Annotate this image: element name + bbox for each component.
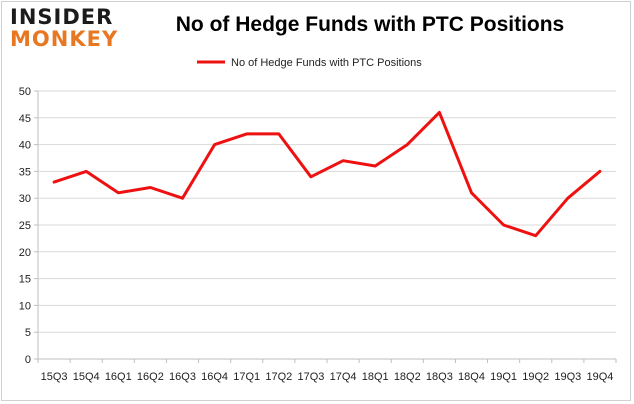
series-line-0	[52, 110, 602, 238]
series-layer	[52, 110, 602, 238]
gridlines	[38, 90, 616, 333]
data-point-18q2	[406, 143, 409, 146]
logo-line-insider: INSIDER	[10, 5, 114, 29]
x-axis-ticks: 15Q3 15Q4 16Q1 16Q2 16Q3 16Q4 17Q1 17Q2 17Q3 17Q4…	[37, 359, 617, 383]
y-tick-label-50: 50	[19, 86, 31, 98]
y-tick-label-0: 0	[25, 354, 31, 366]
data-point-18q3	[438, 111, 441, 114]
data-point-19q3	[566, 197, 570, 200]
x-tick-label-15q3: 15Q3	[41, 371, 68, 383]
x-tick-label-15q4: 15Q4	[73, 371, 100, 383]
data-point-19q4	[598, 170, 602, 173]
x-tick-label-18q4: 18Q4	[458, 371, 485, 383]
x-tick-label-17q4: 17Q4	[330, 371, 357, 383]
y-tick-label-40: 40	[19, 140, 31, 152]
x-tick-label-19q1: 19Q1	[490, 371, 517, 383]
chart-title: No of Hedge Funds with PTC Positions	[175, 13, 565, 36]
x-tick-label-17q1: 17Q1	[233, 371, 260, 383]
y-tick-label-15: 15	[19, 274, 31, 286]
legend: No of Hedge Funds with PTC Positions	[197, 57, 422, 69]
x-tick-label-18q3: 18Q3	[426, 371, 453, 383]
x-tick-label-18q2: 18Q2	[394, 371, 421, 383]
data-point-16q1	[117, 191, 120, 195]
y-tick-label-45: 45	[19, 113, 31, 125]
x-tick-label-16q1: 16Q1	[105, 371, 132, 383]
x-tick-label-16q3: 16Q3	[169, 371, 196, 383]
data-point-16q2	[149, 186, 152, 189]
data-point-17q4	[341, 159, 345, 162]
x-tick-label-18q1: 18Q1	[362, 371, 389, 383]
data-point-17q2	[277, 132, 281, 136]
y-axis-ticks: 0 5 10 15 20 25 30 35 40 45 50	[19, 86, 38, 366]
x-tick-label-19q3: 19Q3	[554, 371, 581, 383]
data-point-18q4	[470, 191, 473, 195]
data-point-17q1	[245, 132, 248, 136]
y-tick-label-20: 20	[19, 247, 31, 259]
x-tick-label-17q2: 17Q2	[265, 371, 292, 383]
data-point-15q3	[52, 180, 56, 184]
x-tick-label-19q2: 19Q2	[522, 371, 549, 383]
legend-label: No of Hedge Funds with PTC Positions	[231, 57, 422, 69]
y-tick-label-10: 10	[19, 300, 31, 312]
data-point-16q3	[181, 197, 184, 200]
data-point-16q4	[213, 143, 216, 146]
insider-monkey-logo: INSIDER MONKEY	[10, 6, 120, 54]
x-tick-label-16q2: 16Q2	[137, 371, 164, 383]
y-tick-label-30: 30	[19, 193, 31, 205]
data-point-15q4	[84, 170, 88, 173]
x-tick-label-19q4: 19Q4	[586, 371, 613, 383]
y-tick-label-35: 35	[19, 166, 31, 178]
x-tick-label-16q4: 16Q4	[201, 371, 228, 383]
y-tick-label-5: 5	[25, 327, 31, 339]
logo-line-monkey: MONKEY	[10, 27, 119, 51]
x-tick-label-17q3: 17Q3	[297, 371, 324, 383]
y-tick-label-25: 25	[19, 220, 31, 232]
data-point-18q1	[373, 164, 377, 168]
data-point-19q2	[534, 234, 537, 237]
data-point-17q3	[309, 175, 313, 178]
data-point-19q1	[502, 223, 505, 227]
